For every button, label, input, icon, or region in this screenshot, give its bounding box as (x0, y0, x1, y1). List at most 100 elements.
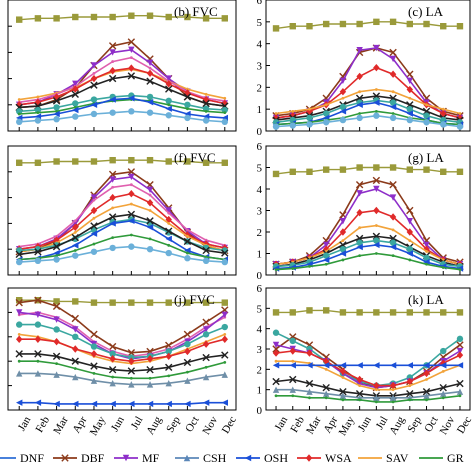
data-point (373, 18, 380, 26)
series-line (19, 338, 226, 363)
data-point (306, 114, 313, 122)
data-point (456, 309, 464, 316)
legend-label: GR (447, 451, 464, 465)
data-point (272, 170, 280, 178)
series-osh (272, 241, 464, 272)
data-point (146, 98, 154, 106)
month-label: May (337, 414, 358, 438)
data-point (90, 81, 98, 89)
data-point (341, 376, 345, 379)
data-point (322, 20, 330, 28)
legend-label: WSA (325, 451, 352, 465)
data-point (111, 185, 115, 189)
y-tick-label: 4 (257, 324, 263, 336)
data-point (272, 309, 280, 316)
month-label: Aug (387, 414, 407, 437)
y-tick-label: 5 (257, 163, 263, 175)
series-line (276, 360, 461, 391)
data-point (422, 388, 431, 396)
data-point (165, 227, 173, 235)
data-point (34, 15, 42, 22)
series-line (19, 299, 226, 354)
series-line (275, 252, 461, 271)
data-point (186, 228, 189, 232)
data-point (221, 249, 229, 257)
series-mix (15, 210, 229, 259)
data-point (52, 97, 61, 105)
data-point (456, 362, 464, 369)
series-line (276, 394, 461, 403)
data-point (183, 358, 192, 367)
data-point (184, 340, 191, 348)
data-point (109, 96, 116, 103)
series-line (19, 98, 225, 115)
data-point (72, 298, 79, 305)
data-point (423, 258, 430, 266)
panel-fvc-row1: (b) FVC (7, 0, 237, 132)
panel-frame (7, 145, 237, 276)
data-point (36, 111, 40, 115)
data-point (184, 299, 191, 306)
data-point (391, 90, 395, 94)
data-point (373, 185, 380, 193)
data-point (72, 158, 79, 165)
data-point (373, 63, 380, 72)
series-line (275, 331, 461, 387)
data-point (408, 96, 412, 100)
data-point (186, 107, 189, 111)
data-point (146, 12, 154, 19)
legend-label: MF (142, 451, 160, 465)
data-point (223, 96, 227, 100)
data-point (202, 318, 210, 326)
data-point (167, 222, 171, 225)
data-point (36, 95, 40, 99)
series-line (19, 68, 225, 101)
data-point (339, 77, 347, 84)
data-point (165, 235, 172, 243)
data-point (184, 400, 191, 408)
data-point (356, 114, 363, 122)
data-point (458, 268, 462, 272)
data-point (272, 341, 280, 349)
data-point (71, 314, 79, 323)
data-point (184, 158, 191, 165)
data-point (356, 164, 363, 171)
data-point (16, 108, 23, 115)
data-point (127, 367, 136, 375)
series-enf (16, 243, 228, 266)
data-point (148, 193, 152, 197)
data-point (289, 23, 296, 30)
data-point (356, 208, 363, 217)
data-point (373, 206, 380, 215)
data-point (109, 156, 116, 164)
data-point (358, 90, 362, 94)
series-osh (16, 217, 228, 263)
data-point (128, 108, 135, 115)
data-point (274, 394, 278, 398)
data-point (289, 309, 296, 316)
data-point (406, 85, 414, 94)
data-point (165, 363, 173, 371)
data-point (389, 114, 397, 122)
data-point (306, 168, 313, 175)
data-point (53, 158, 60, 165)
data-point (109, 193, 116, 202)
data-point (306, 388, 313, 395)
data-point (128, 156, 135, 164)
series-ebf (16, 12, 228, 23)
data-point (406, 116, 414, 124)
data-point (165, 75, 172, 82)
data-point (16, 309, 23, 316)
data-point (389, 394, 397, 401)
data-point (202, 95, 210, 104)
legend-item-wsa: WSA (297, 451, 352, 465)
data-point (389, 70, 397, 78)
data-point (272, 386, 280, 393)
data-point (389, 243, 397, 251)
data-point (456, 379, 464, 388)
data-point (128, 12, 135, 19)
series-gra (17, 233, 227, 261)
panel-label: (k) LA (408, 292, 444, 307)
data-point (406, 218, 414, 225)
data-point (111, 236, 115, 239)
